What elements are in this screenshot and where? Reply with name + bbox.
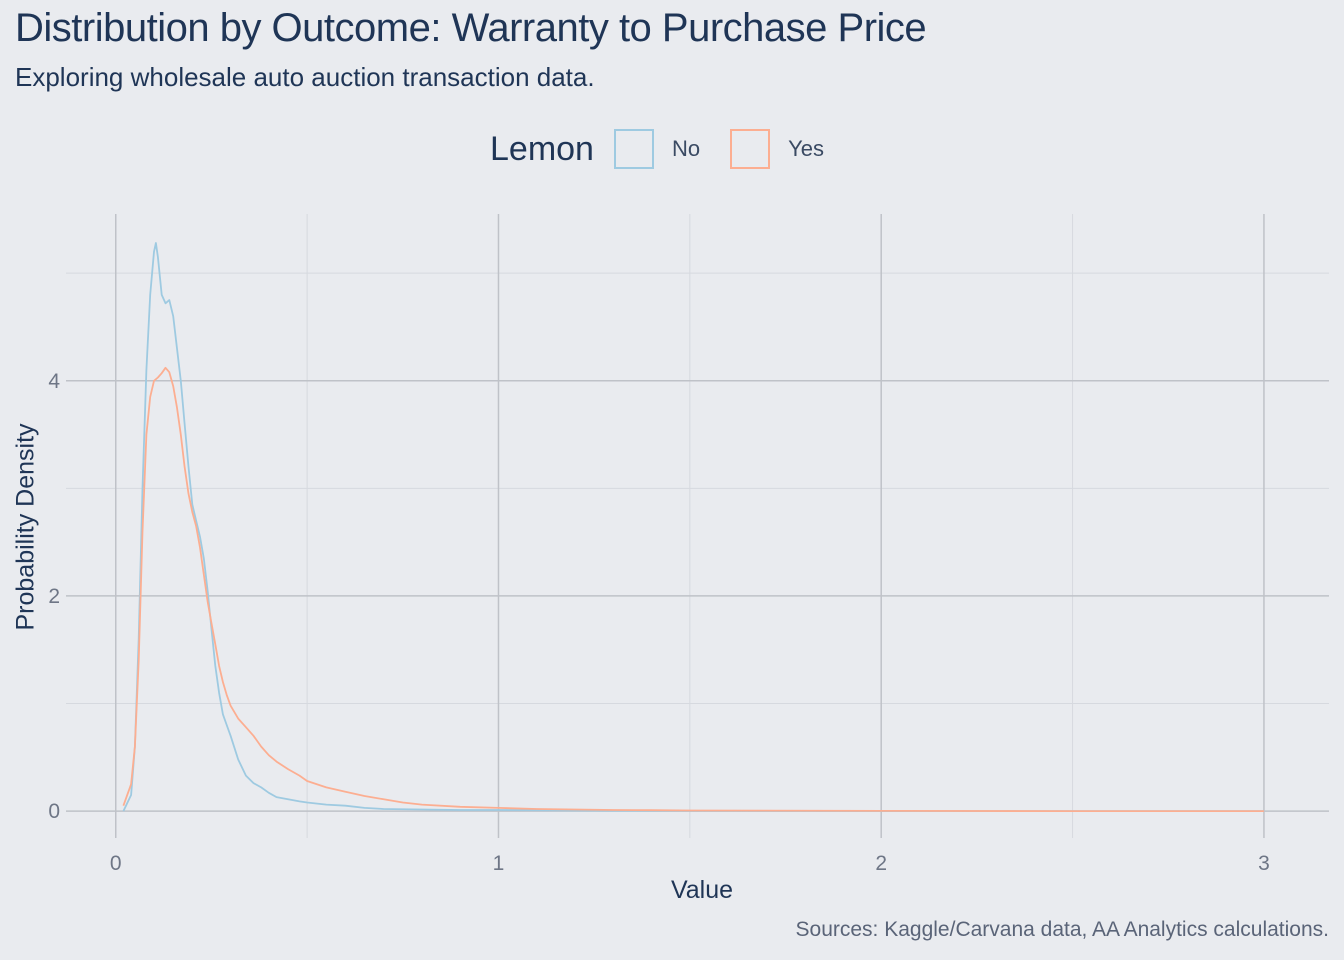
- x-axis-label: Value: [670, 876, 734, 904]
- x-tick-label: 2: [875, 852, 887, 875]
- legend: Lemon No Yes: [0, 126, 1344, 172]
- chart-title: Distribution by Outcome: Warranty to Pur…: [15, 6, 927, 50]
- legend-label-yes: Yes: [788, 136, 824, 161]
- y-tick-label: 4: [48, 370, 60, 393]
- x-tick-label: 0: [110, 852, 122, 875]
- y-axis-label: Probability Density: [11, 423, 40, 631]
- x-tick-label: 1: [493, 852, 505, 875]
- legend-key-no: [613, 129, 654, 169]
- x-tick-label: 3: [1258, 852, 1270, 875]
- density-line-no: [122, 242, 1264, 812]
- legend-key-yes: [730, 129, 771, 169]
- y-tick-label: 0: [48, 800, 60, 823]
- legend-title: Lemon: [490, 129, 594, 168]
- source-caption: Sources: Kaggle/Carvana data, AA Analyti…: [795, 918, 1329, 941]
- y-tick-label: 2: [48, 585, 60, 608]
- chart-subtitle: Exploring wholesale auto auction transac…: [15, 62, 595, 92]
- legend-label-no: No: [671, 136, 701, 161]
- density-line-yes: [122, 366, 1264, 812]
